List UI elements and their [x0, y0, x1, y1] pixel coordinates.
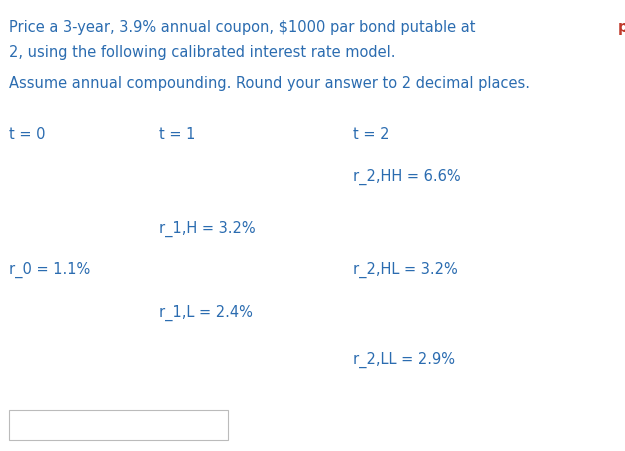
- Text: r_2,HL = 3.2%: r_2,HL = 3.2%: [353, 262, 458, 278]
- Text: par: par: [618, 20, 625, 35]
- Text: 2, using the following calibrated interest rate model.: 2, using the following calibrated intere…: [9, 45, 396, 60]
- Text: t = 0: t = 0: [9, 127, 46, 142]
- Text: r_0 = 1.1%: r_0 = 1.1%: [9, 262, 91, 278]
- Text: r_1,H = 3.2%: r_1,H = 3.2%: [159, 221, 256, 237]
- Text: r_2,LL = 2.9%: r_2,LL = 2.9%: [353, 352, 455, 368]
- Text: Price a 3-year, 3.9% annual coupon, $1000 par bond putable at: Price a 3-year, 3.9% annual coupon, $100…: [9, 20, 481, 35]
- Text: r_1,L = 2.4%: r_1,L = 2.4%: [159, 304, 253, 321]
- Text: Assume annual compounding. Round your answer to 2 decimal places.: Assume annual compounding. Round your an…: [9, 76, 531, 91]
- Text: r_2,HH = 6.6%: r_2,HH = 6.6%: [353, 169, 461, 185]
- Text: t = 1: t = 1: [159, 127, 196, 142]
- Text: t = 2: t = 2: [353, 127, 389, 142]
- FancyBboxPatch shape: [9, 410, 228, 440]
